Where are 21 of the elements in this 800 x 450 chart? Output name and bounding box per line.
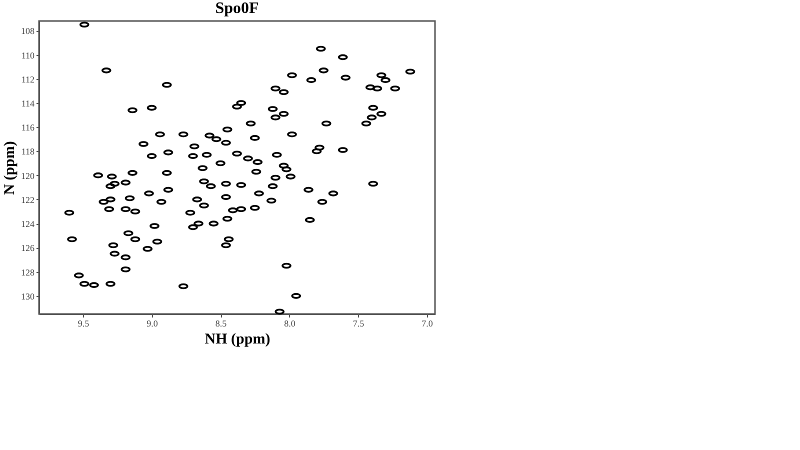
x-tick-label: 8.0 xyxy=(284,318,296,328)
chart-title: Spo0F xyxy=(215,0,260,18)
y-tick-label: 118 xyxy=(21,146,35,157)
y-tick-label: 124 xyxy=(21,219,35,230)
x-tick-label: 9.5 xyxy=(78,318,90,328)
x-tick-label: 8.5 xyxy=(215,318,228,328)
y-tick-label: 126 xyxy=(21,243,35,254)
y-tick-label: 130 xyxy=(21,291,35,302)
y-tick-label: 122 xyxy=(21,194,34,205)
x-axis-title: NH (ppm) xyxy=(204,332,270,348)
x-tick-label: 7.5 xyxy=(352,318,365,328)
x-tick-label: 7.0 xyxy=(422,318,434,328)
y-tick-label: 116 xyxy=(21,122,35,133)
y-axis-title: N (ppm) xyxy=(2,141,18,195)
y-tick-label: 120 xyxy=(21,170,35,181)
y-tick-label: 108 xyxy=(21,26,35,36)
y-tick-label: 128 xyxy=(21,267,35,278)
x-tick-label: 9.0 xyxy=(146,318,158,328)
y-tick-label: 112 xyxy=(21,74,34,84)
y-tick-label: 114 xyxy=(21,98,35,108)
y-tick-label: 110 xyxy=(21,50,35,60)
